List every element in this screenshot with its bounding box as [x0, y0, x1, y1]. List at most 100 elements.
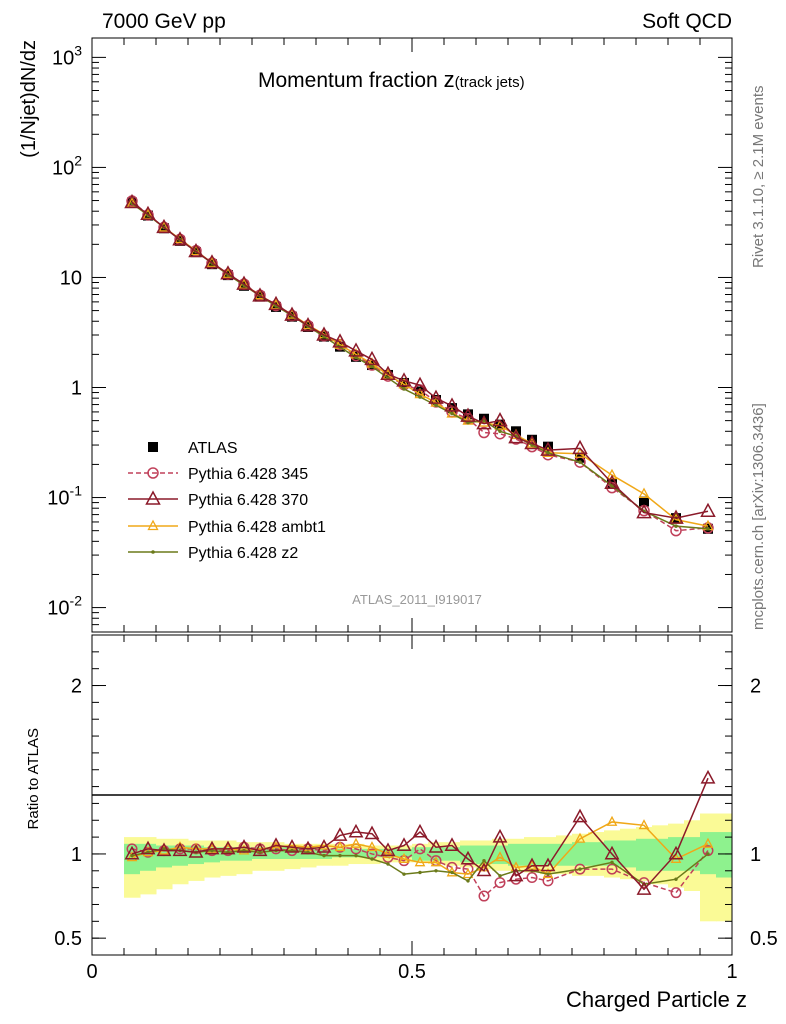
- p370-point: [145, 490, 161, 505]
- ambt1-point: [702, 837, 714, 848]
- p370-point: [204, 840, 220, 855]
- z2-point: [498, 874, 502, 878]
- p370-point: [316, 838, 332, 853]
- ambt1-point: [382, 847, 394, 858]
- p345-point: [414, 843, 426, 855]
- p370-point: [300, 840, 316, 855]
- ratio-ytick-label-right: 2: [750, 676, 761, 698]
- ambt1-point: [638, 819, 650, 830]
- legend-entry-ambt1: Pythia 6.428 ambt1: [128, 519, 326, 536]
- p370-point: [284, 838, 300, 853]
- main-panel: 10-2 10-1 1 10 102 103 Momentum fraction z(tr…: [18, 37, 733, 633]
- p370-point: [524, 857, 540, 872]
- legend-entry-p370: Pythia 6.428 370: [128, 490, 308, 509]
- p370-point: [604, 845, 620, 860]
- ratio-ytick-label: 0.5: [54, 928, 82, 950]
- p370-point: [636, 504, 652, 519]
- p370-point: [140, 205, 156, 221]
- p370-point: [636, 881, 652, 895]
- ratio-line-z2: [131, 848, 709, 886]
- ratio-panel: 0.5 0.51 12 20 0.5 1 Ratio to ATLAS Charged P…: [25, 634, 778, 1012]
- band-inner: [636, 838, 653, 871]
- p370-point: [604, 474, 620, 489]
- p370-point: [300, 317, 316, 332]
- ratio-line-p370: [131, 777, 709, 891]
- p345-point: [606, 863, 618, 875]
- p370-point: [428, 389, 444, 404]
- z2-point: [322, 853, 326, 858]
- x-tick-label: 0: [86, 961, 97, 983]
- p370-point: [476, 415, 492, 430]
- x-axis-label: Charged Particle z: [566, 987, 747, 1012]
- p370-point: [124, 193, 140, 209]
- x-tick-label: 0.5: [398, 961, 426, 983]
- p370-point: [540, 441, 556, 456]
- z2-point: [546, 451, 550, 455]
- p370-point: [188, 242, 204, 258]
- z2-point: [482, 858, 486, 863]
- band-inner: [524, 843, 541, 866]
- p370-point: [572, 808, 588, 823]
- band-inner: [396, 848, 413, 858]
- z2-point: [354, 853, 358, 858]
- main-ytick-label: 10: [60, 267, 82, 289]
- ambt1-point: [158, 221, 170, 232]
- legend-entry-p345: Pythia 6.428 345: [128, 466, 308, 483]
- z2-point: [610, 860, 614, 865]
- p370-point: [668, 845, 684, 860]
- p370-point: [476, 862, 492, 877]
- ambt1-point: [350, 837, 362, 848]
- p345-point: [494, 877, 506, 889]
- p370-point: [252, 842, 268, 857]
- p370-point: [220, 265, 236, 280]
- p370-point: [460, 850, 476, 865]
- band-inner: [476, 845, 493, 865]
- watermark: ATLAS_2011_I919017: [352, 592, 482, 607]
- p370-point: [268, 837, 284, 852]
- x-tick-label: 1: [726, 961, 737, 983]
- band-inner: [364, 848, 381, 858]
- ambt1-point: [147, 519, 159, 531]
- p370-point: [236, 275, 252, 290]
- atlas-point: [431, 394, 441, 405]
- z2-point: [450, 411, 454, 416]
- p370-point: [444, 837, 460, 852]
- ambt1-point: [606, 815, 618, 826]
- p370-point: [236, 838, 252, 853]
- main-frame: [91, 37, 733, 633]
- p370-point: [124, 845, 140, 860]
- legend: ATLAS Pythia 6.428 345 Pythia 6.428 370 Pyt…: [128, 440, 326, 562]
- ambt1-point: [606, 468, 618, 480]
- p370-point: [508, 867, 524, 882]
- p370-point: [332, 333, 348, 348]
- p370-point: [172, 231, 188, 246]
- main-ytick-label: 10-2: [47, 593, 82, 620]
- header-category: Soft QCD: [642, 10, 732, 33]
- z2-point: [450, 870, 454, 875]
- ratio-series-p370: [124, 769, 716, 895]
- z2-point: [706, 526, 710, 531]
- p345-point: [638, 877, 650, 889]
- p345-point: [542, 875, 554, 887]
- legend-entry-atlas: ATLAS: [148, 440, 238, 457]
- p370-point: [396, 837, 412, 852]
- p370-point: [380, 365, 396, 380]
- ambt1-point: [494, 851, 506, 862]
- atlas-point: [415, 386, 425, 397]
- p345-point: [478, 426, 490, 439]
- p370-point: [204, 254, 220, 269]
- ratio-ytick-label: 2: [71, 676, 82, 698]
- ratio-ytick-label: 1: [71, 844, 82, 866]
- ratio-ytick-label-right: 1: [750, 844, 761, 866]
- p370-point: [668, 509, 684, 524]
- band-inner: [284, 847, 301, 859]
- p370-point: [492, 828, 508, 843]
- z2-point: [258, 850, 262, 854]
- ambt1-point: [366, 841, 378, 852]
- p370-point: [284, 306, 300, 321]
- p370-point: [348, 823, 364, 838]
- z2-point: [402, 872, 406, 876]
- ambt1-point: [462, 868, 474, 879]
- legend-label-atlas: ATLAS: [188, 440, 238, 457]
